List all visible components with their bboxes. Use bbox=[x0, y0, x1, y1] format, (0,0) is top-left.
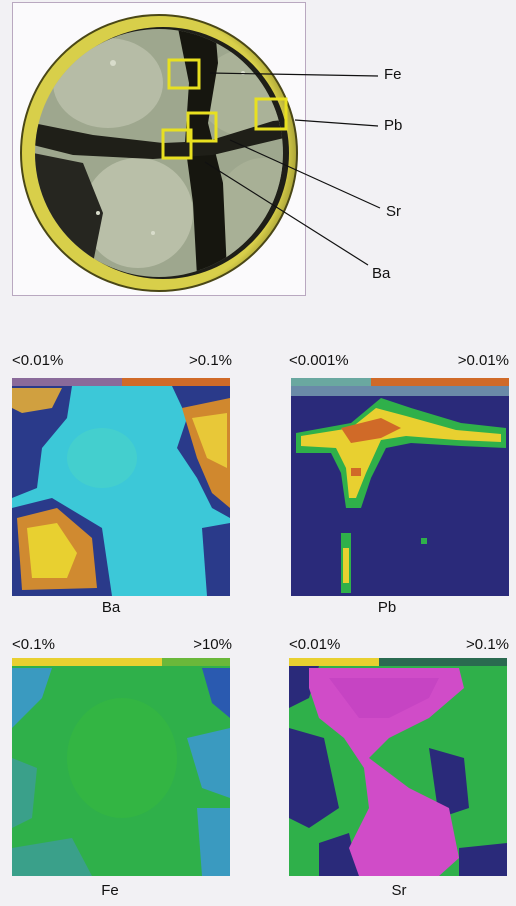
map-sr bbox=[289, 658, 507, 876]
callout-label-ba: Ba bbox=[372, 265, 391, 282]
scale-labels-sr: <0.01% >0.1% bbox=[289, 636, 509, 658]
analysis-box-sr bbox=[186, 111, 218, 143]
scale-max-fe: >10% bbox=[193, 636, 232, 653]
leader-line-sr bbox=[229, 139, 381, 209]
analysis-box-fe bbox=[167, 58, 201, 90]
scale-labels-pb: <0.001% >0.01% bbox=[289, 352, 509, 374]
scale-min-ba: <0.01% bbox=[12, 352, 64, 369]
map-panel-pb: <0.001% >0.01% bbox=[289, 352, 509, 374]
map-panel-fe: <0.1% >10% bbox=[12, 636, 232, 658]
map-ba bbox=[12, 378, 230, 596]
map-panel-sr: <0.01% >0.1% bbox=[289, 636, 509, 658]
analysis-box-ba bbox=[161, 128, 193, 160]
map-caption-pb: Pb bbox=[377, 599, 397, 616]
scale-max-pb: >0.01% bbox=[457, 352, 509, 369]
leader-line-pb bbox=[294, 119, 379, 127]
map-pb bbox=[291, 378, 509, 596]
scale-min-fe: <0.1% bbox=[12, 636, 55, 653]
callout-label-fe: Fe bbox=[384, 66, 402, 83]
callout-lines bbox=[204, 72, 381, 266]
scale-labels-ba: <0.01% >0.1% bbox=[12, 352, 232, 374]
scale-max-sr: >0.1% bbox=[466, 636, 509, 653]
map-caption-sr: Sr bbox=[391, 882, 407, 899]
map-caption-ba: Ba bbox=[101, 599, 121, 616]
sample-photo bbox=[20, 14, 298, 292]
map-fe bbox=[12, 658, 230, 876]
scale-max-ba: >0.1% bbox=[189, 352, 232, 369]
leader-line-ba bbox=[204, 161, 369, 266]
callout-label-pb: Pb bbox=[384, 117, 403, 134]
scale-min-sr: <0.01% bbox=[289, 636, 341, 653]
sample-surface bbox=[35, 29, 283, 277]
callout-label-sr: Sr bbox=[386, 203, 401, 220]
sample-photo-frame bbox=[12, 2, 306, 296]
map-panel-ba: <0.01% >0.1% bbox=[12, 352, 232, 374]
scale-min-pb: <0.001% bbox=[289, 352, 349, 369]
scale-labels-fe: <0.1% >10% bbox=[12, 636, 232, 658]
analysis-box-pb bbox=[254, 97, 288, 131]
leader-line-fe bbox=[209, 72, 379, 77]
map-caption-fe: Fe bbox=[101, 882, 119, 899]
